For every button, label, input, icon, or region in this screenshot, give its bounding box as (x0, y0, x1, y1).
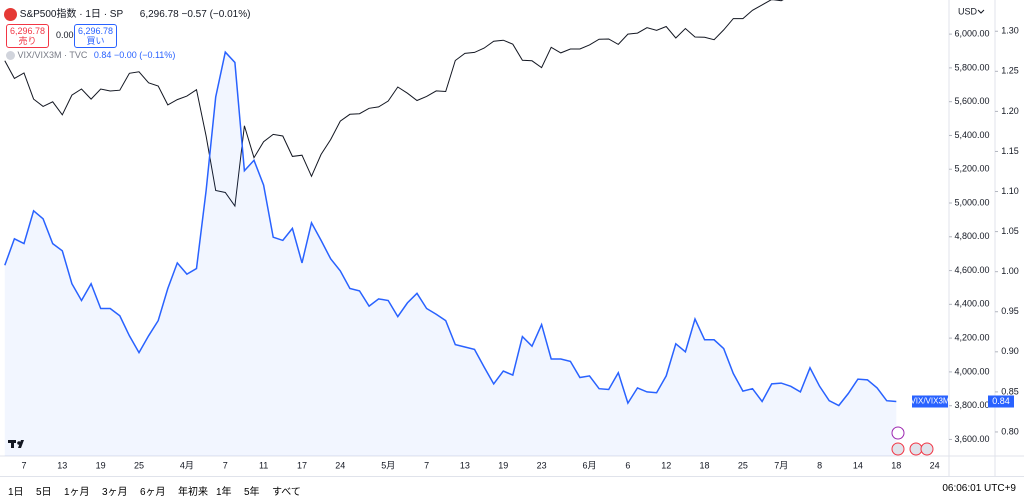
y2-tick-label: 0.90 (1001, 346, 1019, 356)
x-tick-label: 11 (259, 460, 268, 470)
y-tick-label: 5,000.00 (954, 197, 989, 207)
range-button[interactable]: すべて (272, 487, 301, 498)
study-change: −0.00 (−0.11%) (113, 50, 176, 60)
x-tick-label: 8 (817, 460, 822, 470)
y2-tick-label: 1.15 (1001, 146, 1019, 156)
y2-tick-label: 1.30 (1001, 26, 1019, 36)
y-tick-label: 4,800.00 (954, 231, 989, 241)
x-tick-label: 17 (297, 460, 307, 470)
sell-button[interactable]: 6,296.78 売り (6, 24, 50, 48)
event-icon[interactable] (891, 426, 905, 440)
event-icon[interactable] (891, 442, 905, 456)
y-tick-label: 4,600.00 (954, 265, 989, 275)
x-tick-label: 24 (335, 460, 345, 470)
range-button[interactable]: 3ヶ月 (102, 487, 128, 498)
buy-button[interactable]: 6,296.78 買い (74, 24, 118, 48)
line (4, 0, 784, 208)
x-tick-label: 25 (738, 460, 748, 470)
event-icon[interactable] (920, 442, 934, 456)
range-button[interactable]: 6ヶ月 (140, 487, 166, 498)
x-tick-label: 18 (891, 460, 901, 470)
legend-main: S&P500指数 · 1日 · SP 6,296.78 −0.57 (−0.01… (4, 5, 250, 21)
x-tick-label: 18 (700, 460, 710, 470)
sell-label: 売り (18, 36, 37, 46)
x-tick-label: 19 (96, 460, 106, 470)
sell-price: 6,296.78 (10, 26, 46, 36)
price-tag (988, 395, 1014, 408)
toolbar: 1日 5日 1ヶ月 3ヶ月 6ヶ月 年初来 1年 5年 すべて 06:06:01 UTC+9 (0, 476, 1024, 501)
x-tick-label: 12 (661, 460, 671, 470)
x-tick-label: 19 (498, 460, 508, 470)
y2-tick-label: 1.25 (1001, 66, 1019, 76)
x-tick-label: 4月 (180, 460, 194, 470)
chart: USD 3,600.00 3,800.00 4,000.00 4,200.00 4,40… (0, 0, 1024, 476)
series-tag (912, 395, 948, 408)
y2-tick-label: 0.95 (1001, 306, 1019, 316)
study[interactable]: VIX/VIX3M · TVC (17, 50, 88, 60)
y2-tick-label: 1.20 (1001, 106, 1019, 116)
y2-tick-label: 0.85 (1001, 386, 1019, 396)
symbol[interactable]: S&P500指数 · 1日 · SP (19, 9, 123, 20)
y-tick-label: 5,800.00 (954, 62, 989, 72)
price-tag-label: 0.84 (992, 396, 1010, 406)
y-tick-label: 4,000.00 (954, 366, 989, 376)
series-tag-label: VIX/VIX3M (910, 397, 949, 406)
x-tick-label: 23 (537, 460, 547, 470)
x-tick-label: 7月 (774, 460, 788, 470)
buy-price: 6,296.78 (78, 26, 114, 36)
range-button[interactable]: 年初来 (178, 487, 208, 498)
range-button[interactable]: 1年 (216, 487, 232, 498)
x-tick-label: 6月 (583, 460, 597, 470)
x-tick-label: 6 (625, 460, 630, 470)
tv-logo (8, 440, 24, 448)
study-icon (6, 51, 15, 61)
y-tick-label: 6,000.00 (954, 28, 989, 38)
x-tick-label: 7 (223, 460, 228, 470)
x-tick-label: 14 (853, 460, 863, 470)
y2-tick-label: 1.10 (1001, 186, 1019, 196)
y-tick-label: 5,200.00 (954, 164, 989, 174)
area (4, 52, 897, 456)
y-tick-label: 4,400.00 (954, 299, 989, 309)
y2-tick-label: 1.00 (1001, 266, 1019, 276)
y2-tick-label: 0.80 (1001, 426, 1019, 436)
event-icon[interactable] (909, 442, 923, 456)
currency[interactable]: USD (958, 6, 978, 16)
y-tick-label: 3,600.00 (954, 434, 989, 444)
y-tick-label: 5,400.00 (954, 130, 989, 140)
x-tick-label: 13 (460, 460, 470, 470)
change: −0.57 (−0.01%) (181, 9, 251, 20)
y-tick-label: 4,200.00 (954, 332, 989, 342)
y-tick-label: 5,600.00 (954, 96, 989, 106)
price: 6,296.78 (139, 9, 179, 20)
x-tick-label: 7 (21, 460, 26, 470)
x-tick-label: 13 (57, 460, 67, 470)
y2-tick-label: 1.05 (1001, 226, 1019, 236)
y-tick-label: 3,800.00 (954, 400, 989, 410)
x-tick-label: 25 (134, 460, 144, 470)
buy-label: 買い (86, 36, 105, 46)
symbol-icon (4, 7, 17, 21)
spread: 0.00 (56, 30, 74, 40)
range-button[interactable]: 1ヶ月 (64, 487, 90, 498)
x-tick-label: 5月 (381, 460, 395, 470)
x-tick-label: 24 (930, 460, 940, 470)
currency-caret[interactable] (977, 9, 985, 14)
clock[interactable]: 06:06:01 UTC+9 (942, 483, 1016, 494)
range-button[interactable]: 5日 (36, 487, 52, 498)
legend-study: VIX/VIX3M · TVC 0.84 −0.00 (−0.11%) (6, 50, 176, 61)
range-button[interactable]: 5年 (244, 487, 260, 498)
range-button[interactable]: 1日 (8, 487, 24, 498)
x-tick-label: 7 (424, 460, 429, 470)
study-value: 0.84 (93, 50, 112, 60)
area-line (4, 50, 897, 407)
